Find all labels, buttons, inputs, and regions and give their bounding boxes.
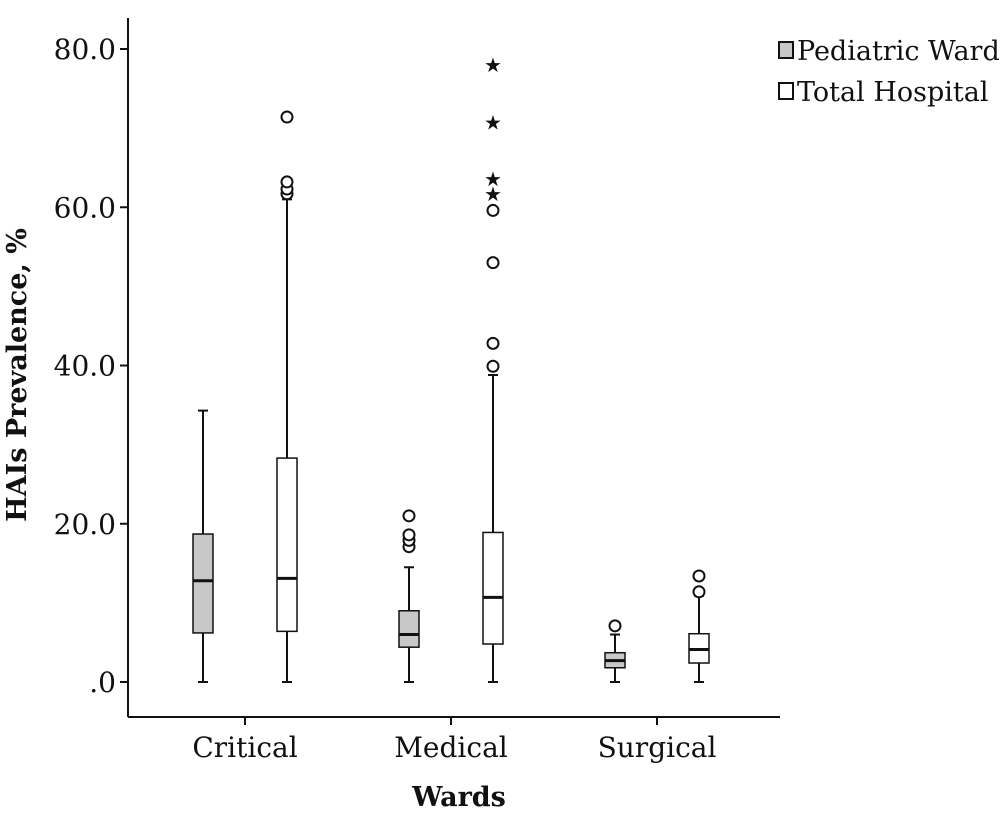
y-tick-label: 80.0 [54, 33, 116, 66]
box [192, 533, 214, 634]
legend: Pediatric Ward Total Hospital [778, 36, 1000, 108]
legend-swatch-total-hospital [778, 82, 794, 100]
outlier-point [280, 110, 294, 124]
outlier-point [486, 256, 500, 270]
extreme-point: ★ [484, 167, 502, 191]
outlier-point [402, 509, 416, 523]
y-tick-label: 20.0 [54, 508, 116, 541]
box [482, 531, 504, 645]
x-tick-label: Critical [192, 731, 297, 764]
extreme-point: ★ [484, 111, 502, 135]
y-axis-title: HAIs Prevalence, % [2, 228, 33, 522]
extreme-point: ★ [484, 53, 502, 77]
x-tick-label: Medical [394, 731, 507, 764]
legend-swatch-pediatric-ward [778, 41, 794, 59]
outlier-point [486, 203, 500, 217]
y-tick-label: 60.0 [54, 191, 116, 224]
outlier-point [608, 619, 622, 633]
y-tick-label: .0 [89, 666, 116, 699]
box [276, 457, 298, 633]
outlier-point [402, 528, 416, 542]
outlier-point [486, 359, 500, 373]
outlier-point [280, 175, 294, 189]
y-tick-label: 40.0 [54, 350, 116, 383]
legend-label-pediatric-ward: Pediatric Ward [797, 36, 1000, 67]
x-axis-title: Wards [411, 782, 506, 813]
outlier-point [692, 585, 706, 599]
extreme-point: ★ [484, 182, 502, 206]
plot-area: .0 20.0 40.0 60.0 80.0 Critical Medical Surgica… [54, 18, 780, 764]
legend-label-total-hospital: Total Hospital [797, 77, 989, 108]
outlier-point [692, 569, 706, 583]
outlier-point [486, 336, 500, 350]
box [398, 610, 420, 648]
x-tick-label: Surgical [598, 731, 717, 764]
